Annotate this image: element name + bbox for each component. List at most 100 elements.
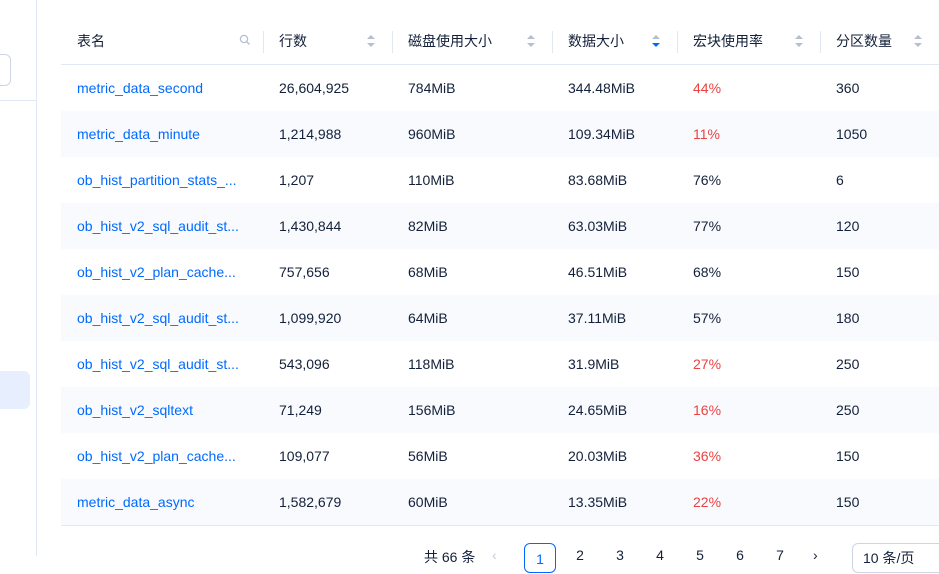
page-1-button[interactable]: 1 (524, 543, 556, 573)
disk-size: 82MiB (392, 203, 552, 249)
table-row: metric_data_minute 1,214,988 960MiB 109.… (61, 111, 939, 157)
partition-count: 1050 (820, 111, 939, 157)
disk-size: 56MiB (408, 448, 448, 464)
data-size: 31.9MiB (568, 356, 620, 372)
col-header-data-size[interactable]: 数据大小 (552, 18, 677, 65)
row-count: 1,430,844 (263, 203, 392, 249)
col-header-partitions[interactable]: 分区数量 (820, 18, 939, 65)
page-3-button[interactable]: 3 (616, 547, 624, 563)
data-size: 13.35MiB (552, 479, 677, 525)
macro-usage: 76% (693, 172, 722, 188)
table-row: metric_data_async 1,582,679 60MiB 13.35M… (61, 479, 939, 525)
column-divider (552, 31, 553, 53)
macro-usage: 36% (693, 448, 722, 464)
table-name-link[interactable]: ob_hist_v2_plan_cache... (77, 448, 236, 464)
left-search-input[interactable] (0, 54, 11, 86)
table-row: ob_hist_v2_plan_cache... 109,077 56MiB 2… (61, 433, 939, 479)
row-count: 109,077 (279, 448, 330, 464)
disk-size: 960MiB (392, 111, 552, 157)
page-2-button[interactable]: 2 (576, 547, 584, 563)
table-row: ob_hist_v2_sql_audit_st... 1,430,844 82M… (61, 203, 939, 249)
macro-usage: 11% (677, 111, 820, 157)
col-header-rows[interactable]: 行数 (263, 18, 392, 65)
partition-count: 150 (836, 448, 860, 464)
macro-usage: 22% (677, 479, 820, 525)
page-5-button[interactable]: 5 (696, 547, 704, 563)
left-selected-item[interactable] (0, 371, 30, 409)
macro-usage: 44% (693, 80, 722, 96)
partition-count: 250 (836, 356, 860, 372)
table-name-link[interactable]: ob_hist_v2_sql_audit_st... (77, 356, 239, 372)
chevron-right-icon[interactable]: › (813, 547, 818, 563)
table-row: ob_hist_v2_sql_audit_st... 543,096 118Mi… (61, 341, 939, 387)
macro-usage: 16% (677, 387, 820, 433)
partition-count: 180 (820, 295, 939, 341)
left-panel (0, 0, 37, 556)
data-size: 83.68MiB (568, 172, 628, 188)
table-row: ob_hist_v2_sqltext 71,249 156MiB 24.65Mi… (61, 387, 939, 433)
disk-size: 64MiB (392, 295, 552, 341)
pagination-total: 共 66 条 (424, 549, 476, 565)
page-size-select[interactable]: 10 条/页 (852, 543, 939, 573)
search-icon (0, 64, 3, 74)
table-row: metric_data_second 26,604,925 784MiB 344… (61, 65, 939, 112)
table-stats: 表名 行数 磁盘使用大小 (61, 18, 939, 525)
row-count: 71,249 (263, 387, 392, 433)
chevron-left-icon[interactable]: ‹ (492, 547, 497, 563)
sort-icon[interactable] (913, 34, 923, 48)
row-count: 1,582,679 (263, 479, 392, 525)
macro-usage: 77% (677, 203, 820, 249)
data-size: 20.03MiB (568, 448, 628, 464)
data-size: 24.65MiB (552, 387, 677, 433)
pagination: 共 66 条 ‹ 1 2 3 4 5 6 7 › 10 条/页 (0, 543, 939, 573)
data-size: 63.03MiB (552, 203, 677, 249)
disk-size: 156MiB (392, 387, 552, 433)
disk-size: 68MiB (408, 264, 448, 280)
column-divider (820, 31, 821, 53)
data-size: 109.34MiB (552, 111, 677, 157)
table-name-link[interactable]: ob_hist_v2_sql_audit_st... (61, 203, 263, 249)
table-name-link[interactable]: ob_hist_v2_plan_cache... (77, 264, 236, 280)
row-count: 543,096 (279, 356, 330, 372)
table-row: ob_hist_partition_stats_... 1,207 110MiB… (61, 157, 939, 203)
sort-icon[interactable] (794, 34, 804, 48)
col-header-macro-usage[interactable]: 宏块使用率 (677, 18, 820, 65)
table-name-link[interactable]: ob_hist_v2_sql_audit_st... (61, 295, 263, 341)
disk-size: 110MiB (408, 172, 455, 188)
partition-count: 6 (836, 172, 844, 188)
partition-count: 120 (820, 203, 939, 249)
sort-icon[interactable] (366, 34, 376, 48)
page-4-button[interactable]: 4 (656, 547, 664, 563)
table-header: 表名 行数 磁盘使用大小 (61, 18, 939, 65)
table-row: ob_hist_v2_sql_audit_st... 1,099,920 64M… (61, 295, 939, 341)
partition-count: 150 (820, 479, 939, 525)
macro-usage: 27% (693, 356, 722, 372)
partition-count: 150 (836, 264, 860, 280)
macro-usage: 57% (677, 295, 820, 341)
macro-usage: 68% (693, 264, 722, 280)
page-6-button[interactable]: 6 (736, 547, 744, 563)
table-name-link[interactable]: metric_data_minute (61, 111, 263, 157)
column-divider (392, 31, 393, 53)
sort-icon[interactable] (526, 34, 536, 48)
row-count: 26,604,925 (279, 80, 350, 96)
row-count: 1,214,988 (263, 111, 392, 157)
table-name-link[interactable]: ob_hist_partition_stats_... (77, 172, 237, 188)
row-count: 1,099,920 (263, 295, 392, 341)
data-size: 344.48MiB (568, 80, 635, 96)
partition-count: 360 (836, 80, 860, 96)
partition-count: 250 (820, 387, 939, 433)
data-size: 46.51MiB (568, 264, 628, 280)
sort-descending-icon[interactable] (651, 34, 661, 48)
table-name-link[interactable]: metric_data_async (61, 479, 263, 525)
table-name-link[interactable]: ob_hist_v2_sqltext (61, 387, 263, 433)
column-divider (263, 31, 264, 53)
data-size: 37.11MiB (552, 295, 677, 341)
col-header-disk-size[interactable]: 磁盘使用大小 (392, 18, 552, 65)
table-bottom-border (61, 525, 939, 526)
col-header-table-name[interactable]: 表名 (61, 18, 263, 65)
disk-size: 118MiB (408, 356, 455, 372)
table-name-link[interactable]: metric_data_second (77, 80, 204, 96)
page-7-button[interactable]: 7 (776, 547, 784, 563)
search-icon[interactable] (239, 34, 251, 46)
